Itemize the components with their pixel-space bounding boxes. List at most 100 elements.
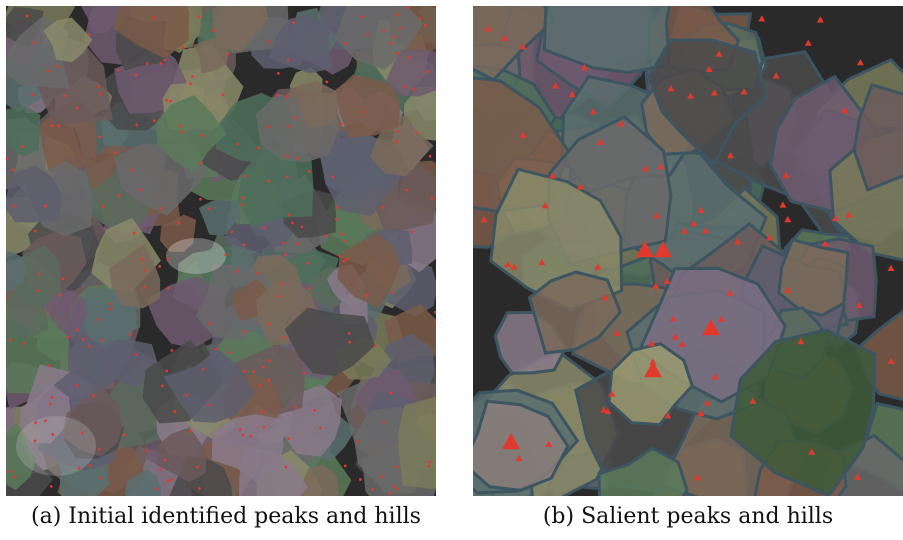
peak-dot xyxy=(178,221,181,224)
peak-dot xyxy=(197,15,200,18)
image-salient-peaks xyxy=(473,6,903,496)
peak-dot xyxy=(117,68,120,71)
peak-dot xyxy=(284,253,287,256)
peak-dot xyxy=(257,147,260,150)
peak-dot xyxy=(146,62,149,65)
peak-dot xyxy=(296,157,299,160)
peak-dot xyxy=(169,100,172,103)
peak-dot xyxy=(48,364,51,367)
peak-dot xyxy=(167,480,170,483)
peak-dot xyxy=(81,431,84,434)
peak-marker xyxy=(817,16,824,22)
peak-dot xyxy=(159,468,162,471)
peak-dot xyxy=(99,92,102,95)
peak-dot xyxy=(427,465,430,468)
peak-dot xyxy=(403,86,406,89)
peak-dot xyxy=(395,52,398,55)
peak-dot xyxy=(134,74,137,77)
peak-dot xyxy=(395,487,398,490)
peak-dot xyxy=(325,80,328,83)
peak-dot xyxy=(98,448,101,451)
peak-dot xyxy=(227,53,230,56)
peak-dot xyxy=(382,206,385,209)
peak-dot xyxy=(159,62,162,65)
peak-dot xyxy=(429,155,432,158)
peak-dot xyxy=(361,15,364,18)
peak-dot xyxy=(407,6,410,9)
peak-dot xyxy=(243,330,246,333)
peak-dot xyxy=(191,75,194,78)
peak-dot xyxy=(62,277,65,280)
peak-dot xyxy=(339,255,342,258)
peak-dot xyxy=(215,348,218,351)
peak-dot xyxy=(335,218,338,221)
peak-dot xyxy=(34,440,37,443)
peak-dot xyxy=(287,59,290,62)
peak-marker xyxy=(887,265,894,271)
peak-dot xyxy=(239,428,242,431)
peak-dot xyxy=(306,262,309,265)
peak-dot xyxy=(336,206,339,209)
peak-dot xyxy=(374,344,377,347)
peak-dot xyxy=(101,339,104,342)
peak-marker xyxy=(784,216,791,222)
segmentation-map xyxy=(6,6,436,496)
peak-dot xyxy=(165,99,168,102)
peak-dot xyxy=(9,470,12,473)
peak-dot xyxy=(51,396,54,399)
peak-dot xyxy=(415,131,418,134)
peak-dot xyxy=(362,111,365,114)
peak-dot xyxy=(365,294,368,297)
peak-dot xyxy=(88,33,91,36)
peak-dot xyxy=(202,368,205,371)
peak-dot xyxy=(380,475,383,478)
peak-dot xyxy=(144,269,147,272)
peak-marker xyxy=(805,39,812,45)
peak-dot xyxy=(390,392,393,395)
peak-dot xyxy=(262,366,265,369)
peak-dot xyxy=(303,372,306,375)
peak-dot xyxy=(382,421,385,424)
peak-dot xyxy=(308,170,311,173)
peak-dot xyxy=(285,466,288,469)
peak-dot xyxy=(392,485,395,488)
highlight xyxy=(166,238,226,274)
peak-dot xyxy=(348,341,351,344)
peak-dot xyxy=(295,406,298,409)
peak-dot xyxy=(228,351,231,354)
peak-dot xyxy=(66,336,69,339)
peak-dot xyxy=(82,338,85,341)
peak-dot xyxy=(109,302,112,305)
peak-dot xyxy=(307,287,310,290)
peak-dot xyxy=(75,384,78,387)
peak-dot xyxy=(198,487,201,490)
peak-dot xyxy=(287,437,290,440)
peak-dot xyxy=(431,197,434,200)
peak-dot xyxy=(199,198,202,201)
peak-dot xyxy=(130,169,133,172)
caption: (a) Initial identified peaks and hills xyxy=(6,504,446,529)
peak-dot xyxy=(44,419,47,422)
peak-dot xyxy=(263,426,266,429)
peak-dot xyxy=(50,124,53,127)
peak-dot xyxy=(382,29,385,32)
peak-dot xyxy=(243,370,246,373)
peak-dot xyxy=(344,240,347,243)
peak-dot xyxy=(242,197,245,200)
peak-dot xyxy=(78,467,81,470)
peak-dot xyxy=(286,155,289,158)
peak-dot xyxy=(267,40,270,43)
caption: (b) Salient peaks and hills xyxy=(473,504,903,529)
peak-dot xyxy=(224,253,227,256)
peak-dot xyxy=(396,13,399,16)
peak-dot xyxy=(38,273,41,276)
peak-dot xyxy=(257,272,260,275)
peak-dot xyxy=(356,440,359,443)
peak-dot xyxy=(155,488,158,491)
peak-dot xyxy=(143,286,146,289)
peak-dot xyxy=(97,318,100,321)
peak-dot xyxy=(51,433,54,436)
peak-dot xyxy=(276,94,279,97)
peak-dot xyxy=(278,295,281,298)
peak-dot xyxy=(59,294,62,297)
